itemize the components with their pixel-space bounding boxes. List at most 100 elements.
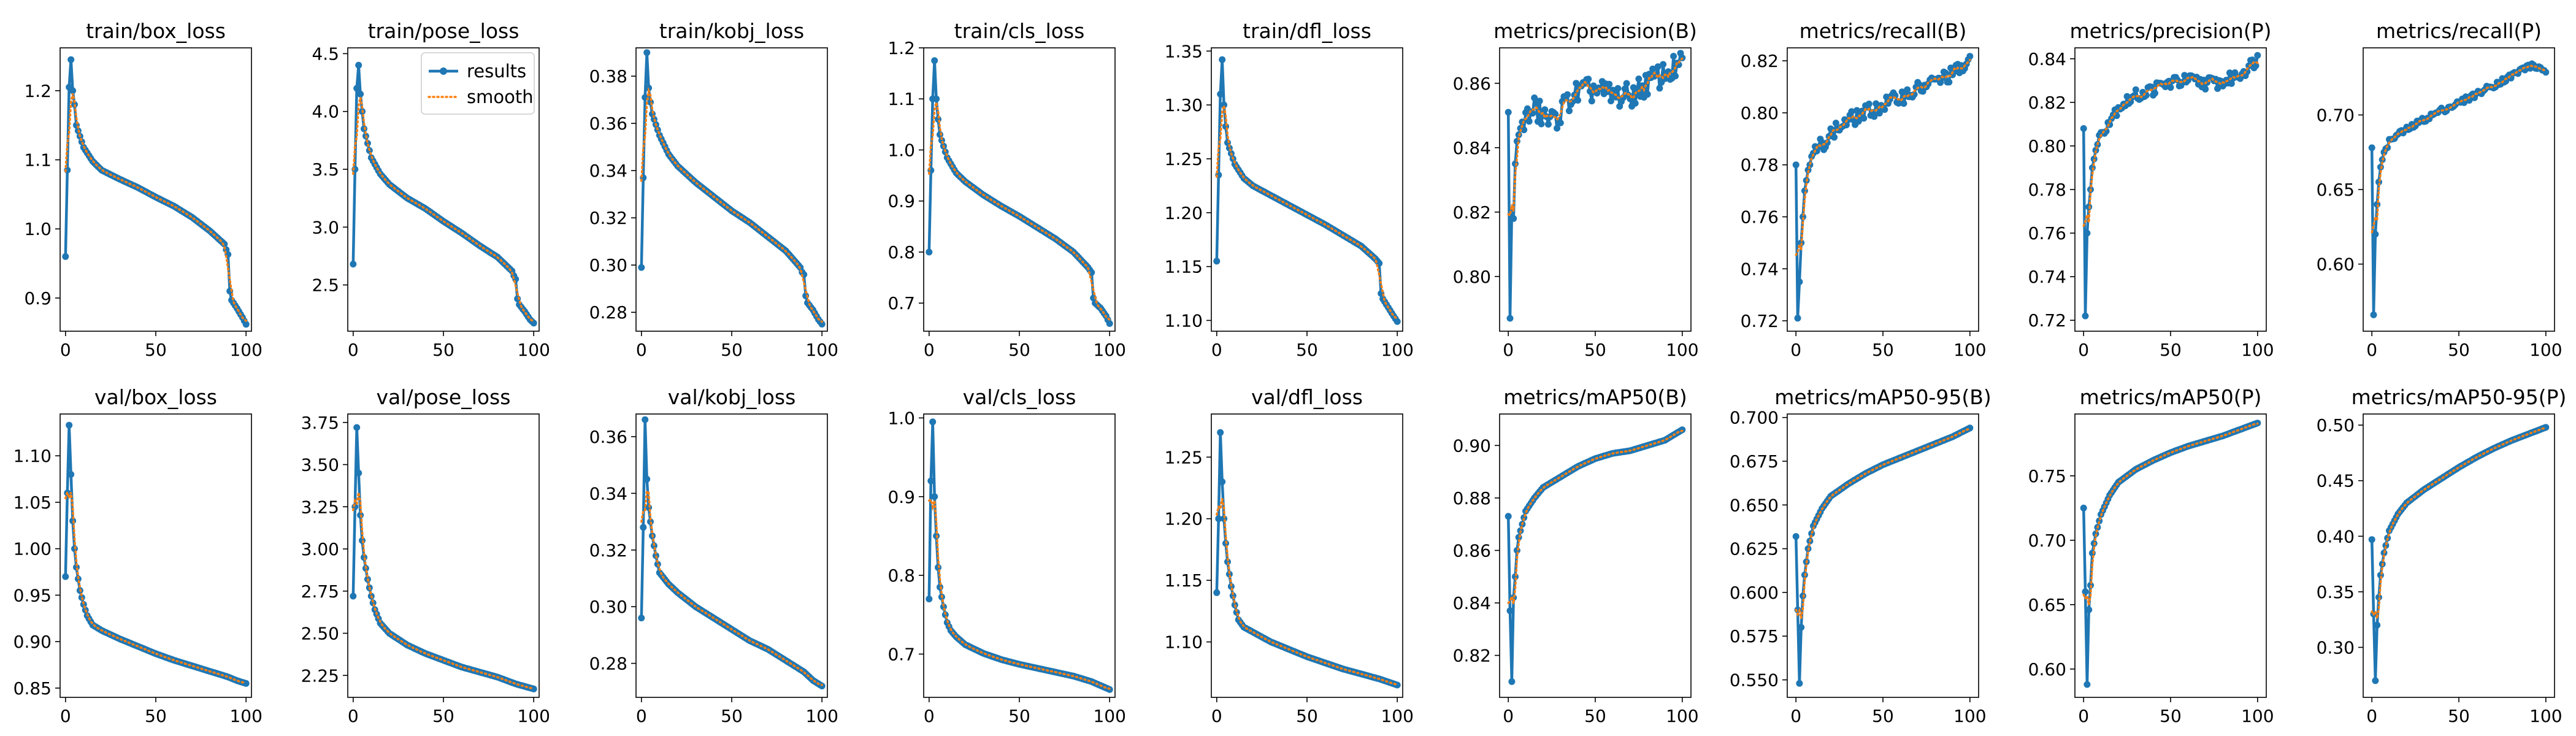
x-tick-label: 50 (432, 340, 454, 360)
x-tick-label: 50 (1584, 706, 1606, 726)
subplot-11: val/pose_loss 0 50 100 2.25 2.50 2.75 3.00 3.25 3… (301, 385, 550, 726)
data-point (1794, 315, 1801, 322)
data-point (1225, 570, 1233, 578)
data-point (1552, 110, 1559, 118)
subplot-1: train/box_loss 0 50 100 0.9 1.0 1.1 1.2 (24, 19, 262, 360)
data-point (1865, 101, 1873, 107)
y-tick-label: 0.85 (13, 678, 52, 699)
data-point (1656, 85, 1663, 92)
subplot-title: metrics/mAP50-95(B) (1774, 385, 1991, 409)
data-point (1614, 85, 1622, 92)
data-point (1217, 429, 1224, 436)
subplot-5: train/dfl_loss 0 50 100 1.10 1.15 1.20 1.25 1.30… (1165, 19, 1414, 360)
y-tick-label: 0.82 (2028, 93, 2066, 113)
x-tick-label: 100 (2529, 340, 2562, 360)
x-tick-label: 0 (348, 706, 359, 726)
data-point (1554, 125, 1561, 132)
y-tick-label: 0.78 (2028, 180, 2066, 200)
x-tick-label: 50 (1296, 340, 1318, 360)
y-tick-label: 0.30 (2317, 637, 2355, 657)
y-tick-label: 0.30 (589, 255, 627, 275)
subplot-13: val/cls_loss 0 50 100 0.7 0.8 0.9 1.0 (887, 385, 1125, 726)
y-tick-label: 0.7 (887, 644, 915, 664)
y-tick-label: 0.7 (887, 293, 915, 313)
y-tick-label: 0.8 (887, 242, 915, 263)
x-tick-label: 0 (60, 340, 71, 360)
data-point (1536, 98, 1543, 105)
data-point (1213, 589, 1221, 596)
data-point (66, 421, 73, 429)
data-point (69, 87, 77, 94)
data-point (818, 683, 826, 689)
data-point (2085, 606, 2093, 613)
data-point (1623, 80, 1630, 87)
y-tick-label: 1.1 (887, 89, 915, 109)
axes-frame (923, 47, 1116, 332)
smooth-line (1216, 105, 1398, 320)
data-point (530, 685, 537, 692)
data-point (242, 321, 250, 328)
subplot-18: metrics/mAP50-95(P) 0 50 100 0.30 0.35 0.40 0.4… (2317, 385, 2567, 726)
data-point (364, 140, 371, 147)
data-point (2103, 128, 2110, 135)
smooth-line (640, 489, 823, 686)
data-point (242, 680, 250, 687)
data-point (643, 475, 651, 483)
data-point (2542, 424, 2550, 431)
data-point (1831, 134, 1838, 141)
data-point (1848, 108, 1855, 115)
x-tick-label: 50 (2448, 706, 2470, 726)
data-point (2374, 621, 2381, 629)
subplot-17: metrics/mAP50(P) 0 50 100 0.60 0.65 0.70 0.75 (2028, 385, 2274, 726)
data-point (2123, 93, 2131, 100)
data-point (355, 61, 362, 69)
y-tick-label: 1.35 (1165, 41, 1203, 61)
data-point (67, 471, 75, 478)
data-point (1942, 69, 1949, 77)
legend-results-marker (440, 67, 447, 75)
data-point (2228, 80, 2235, 87)
data-point (1670, 53, 1677, 60)
subplot-title: val/box_loss (94, 385, 217, 409)
data-point (1564, 91, 1571, 98)
data-point (2372, 231, 2379, 238)
subplot-title: train/dfl_loss (1243, 19, 1371, 43)
y-tick-label: 2.75 (301, 581, 339, 602)
subplot-14: val/dfl_loss 0 50 100 1.10 1.15 1.20 1.25 (1165, 385, 1414, 726)
smooth-line (2082, 422, 2259, 605)
data-point (62, 253, 69, 260)
legend-results-label: results (467, 61, 526, 82)
y-tick-label: 0.32 (589, 208, 627, 228)
x-tick-label: 100 (1666, 340, 1698, 360)
data-point (1508, 678, 1516, 685)
data-point (638, 264, 645, 271)
x-tick-label: 100 (2241, 706, 2274, 726)
subplot-6: metrics/precision(B) 0 50 100 0.80 0.82 0.84 0.… (1453, 19, 1699, 360)
x-tick-label: 50 (1872, 706, 1894, 726)
data-point (1796, 278, 1803, 285)
data-point (1531, 94, 1538, 101)
subplot-title: train/kobj_loss (659, 19, 804, 43)
subplot-title: metrics/recall(P) (2376, 19, 2542, 43)
subplot-title: metrics/mAP50-95(P) (2352, 385, 2567, 409)
subplot-title: val/cls_loss (963, 385, 1076, 409)
y-tick-label: 0.9 (24, 288, 52, 309)
x-tick-label: 100 (1093, 340, 1125, 360)
y-tick-label: 3.5 (312, 159, 339, 180)
data-point (353, 85, 361, 92)
y-tick-label: 0.36 (589, 427, 627, 447)
subplot-16: metrics/mAP50-95(B) 0 50 100 0.550 0.575 0.600… (1730, 385, 1991, 726)
y-tick-label: 0.36 (589, 113, 627, 134)
data-point (2202, 85, 2209, 93)
y-tick-label: 0.30 (589, 597, 627, 617)
data-point (2148, 83, 2155, 91)
x-tick-label: 100 (2241, 340, 2274, 360)
x-tick-label: 50 (1008, 340, 1030, 360)
x-tick-label: 0 (1503, 706, 1514, 726)
x-tick-label: 0 (636, 706, 647, 726)
data-point (818, 321, 826, 328)
legend-smooth-label: smooth (467, 86, 534, 107)
y-tick-label: 2.50 (301, 624, 339, 644)
data-point (1606, 80, 1613, 88)
